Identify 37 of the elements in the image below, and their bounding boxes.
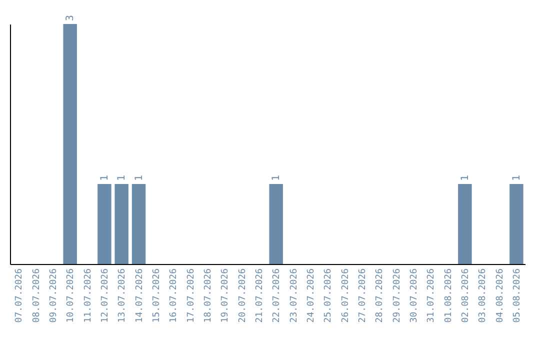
x-tick-label: 14.07.2026 [134, 268, 145, 323]
x-tick-label: 07.07.2026 [14, 268, 25, 323]
x-tick-label: 09.07.2026 [48, 268, 59, 323]
x-tick-label: 30.07.2026 [409, 268, 420, 323]
x-tick-label: 27.07.2026 [358, 268, 368, 323]
x-tick-label: 18.07.2026 [203, 268, 214, 323]
data-label: 1 [271, 174, 282, 181]
x-tick-label: 31.07.2026 [426, 268, 437, 323]
x-tick-label: 04.08.2026 [495, 268, 506, 323]
x-tick-label: 17.07.2026 [186, 268, 196, 323]
x-tick-label: 20.07.2026 [238, 268, 248, 323]
x-tick-label: 24.07.2026 [306, 268, 316, 323]
x-tick-label: 28.07.2026 [375, 268, 386, 323]
data-label: 1 [511, 174, 522, 181]
x-tick-label: 25.07.2026 [324, 268, 334, 323]
x-tick-label: 26.07.2026 [340, 268, 351, 323]
x-tick-label: 01.08.2026 [444, 268, 454, 323]
x-tick-label: 08.07.2026 [32, 268, 42, 323]
x-tick-label: 13.07.2026 [118, 268, 128, 323]
x-tick-label: 16.07.2026 [169, 268, 180, 323]
data-label: 3 [65, 14, 76, 21]
data-label: 1 [116, 174, 128, 181]
x-tick-label: 15.07.2026 [152, 268, 162, 323]
x-tick-label: 12.07.2026 [100, 268, 110, 323]
x-tick-label: 05.08.2026 [512, 268, 522, 323]
x-tick-label: 10.07.2026 [66, 268, 76, 323]
x-tick-label: 03.08.2026 [478, 268, 488, 323]
data-label: 1 [99, 174, 110, 181]
x-tick-label: 23.07.2026 [289, 268, 300, 323]
x-tick-label: 19.07.2026 [220, 268, 231, 323]
x-tick-label: 11.07.2026 [83, 268, 94, 323]
data-label: 1 [460, 174, 471, 181]
data-label: 1 [134, 174, 145, 181]
x-tick-label: 22.07.2026 [272, 268, 282, 323]
x-tick-label: 02.08.2026 [460, 268, 471, 323]
x-tick-label: 21.07.2026 [254, 268, 265, 323]
x-tick-label: 29.07.2026 [392, 268, 402, 323]
